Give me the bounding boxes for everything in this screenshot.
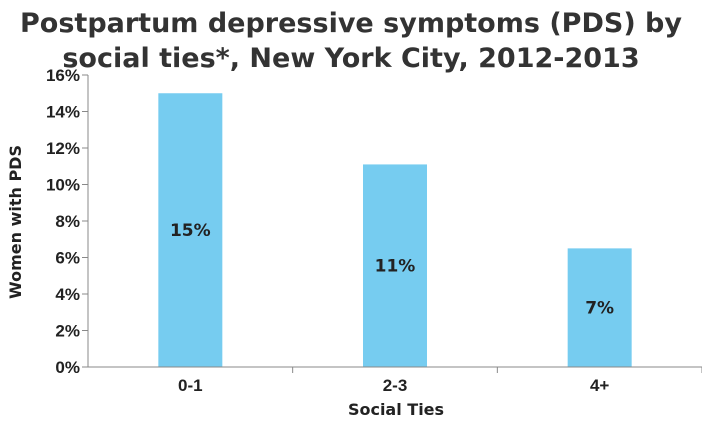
chart-title: Postpartum depressive symptoms (PDS) by … bbox=[0, 6, 702, 76]
y-axis-label: Women with PDS bbox=[6, 145, 25, 299]
chart-title-line-1: Postpartum depressive symptoms (PDS) by bbox=[20, 8, 682, 39]
y-tick-label: 14% bbox=[46, 103, 80, 122]
y-tick-label: 6% bbox=[55, 249, 80, 268]
y-tick-label: 2% bbox=[55, 322, 80, 341]
y-tick-label: 12% bbox=[46, 139, 80, 158]
x-tick-label-2-3: 2-3 bbox=[383, 376, 408, 395]
bar-2-3 bbox=[363, 164, 427, 367]
y-axis-ticks: 0% 2% 4% 6% 8% 10% 12% 14% 16% bbox=[46, 66, 88, 377]
data-labels: 15% 11% 7% bbox=[170, 221, 614, 319]
bars bbox=[158, 93, 632, 367]
y-tick-label: 16% bbox=[46, 66, 80, 85]
y-tick-label: 10% bbox=[46, 176, 80, 195]
y-tick-label: 0% bbox=[55, 358, 80, 377]
x-tick-label-0-1: 0-1 bbox=[178, 376, 203, 395]
x-axis-label: Social Ties bbox=[348, 400, 444, 419]
y-tick-label: 8% bbox=[55, 212, 80, 231]
bar-0-1 bbox=[158, 93, 223, 367]
chart-title-line-2: social ties*, New York City, 2012-2013 bbox=[62, 43, 640, 74]
data-label-0-1: 15% bbox=[170, 221, 211, 241]
x-tick-label-4+: 4+ bbox=[590, 376, 609, 395]
bar-4+ bbox=[567, 248, 632, 367]
data-label-4+: 7% bbox=[585, 299, 614, 319]
x-axis-ticks: 0-1 2-3 4+ bbox=[178, 367, 702, 395]
y-tick-label: 4% bbox=[55, 285, 80, 304]
data-label-2-3: 11% bbox=[375, 257, 416, 277]
